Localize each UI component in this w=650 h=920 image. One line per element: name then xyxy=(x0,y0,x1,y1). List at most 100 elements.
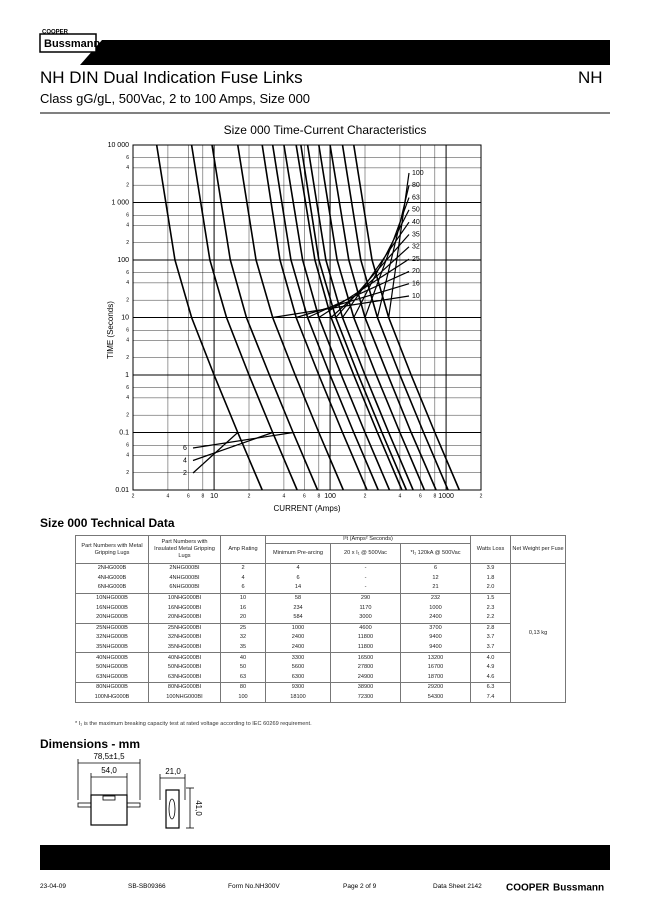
table-cell: 1000 xyxy=(265,623,331,634)
title: NH DIN Dual Indication Fuse Links xyxy=(40,68,303,87)
table-cell: 10NHG000B xyxy=(75,593,149,604)
x-tick-label: 10 xyxy=(210,493,218,500)
leader-line xyxy=(335,234,410,318)
table-cell: 100NHG000B xyxy=(75,692,149,704)
table-cell: 7.4 xyxy=(470,692,512,704)
table-cell: 14 xyxy=(265,583,331,594)
data-table: Part Numbers with Metal Gripping Lugs Par… xyxy=(75,535,567,704)
leader-line xyxy=(388,172,410,318)
curve-label: 6 xyxy=(183,445,187,452)
table-cell: 58 xyxy=(265,593,331,604)
table-cell: 25NHG000BI xyxy=(148,623,221,634)
footer-item: Page 2 of 9 xyxy=(343,883,377,890)
y-tick-label: 6 xyxy=(126,270,129,276)
fuse-curve xyxy=(261,144,368,491)
footer-item: SB-SB09366 xyxy=(128,883,166,890)
table-cell: 27800 xyxy=(330,662,401,673)
y-axis-label: TIME (Seconds) xyxy=(106,301,115,359)
table-cell: 3.7 xyxy=(470,633,512,643)
table-cell: 2.0 xyxy=(470,583,512,594)
chart: Size 000 Time-Current Characteristics CU… xyxy=(106,123,483,513)
table-cell: 63NHG000BI xyxy=(148,672,221,684)
y-tick-label: 6 xyxy=(126,385,129,391)
fuse-curve xyxy=(155,144,263,491)
column-header: Part Numbers with Insulated Metal Grippi… xyxy=(148,535,221,564)
dimension-label: 78,5±1,5 xyxy=(93,752,125,761)
y-tick-label: 6 xyxy=(126,155,129,161)
curve-label: 10 xyxy=(412,293,420,300)
table-row: 40NHG000B 40NHG000BI 40 3300 16500 13200 4.0 xyxy=(75,652,566,663)
curve-label: 50 xyxy=(412,207,420,214)
y-tick-label: 0.01 xyxy=(115,487,129,494)
footnote: * I₁ is the maximum breaking capacity te… xyxy=(75,721,312,727)
table-cell: 13200 xyxy=(399,652,472,663)
y-tick-label: 4 xyxy=(126,223,129,229)
leader-line xyxy=(353,209,410,318)
y-tick-label: 2 xyxy=(126,470,129,476)
logo-top: COOPER xyxy=(42,30,69,36)
table-cell: 10NHG000BI xyxy=(148,593,221,604)
table-cell: 21 xyxy=(399,583,472,594)
fuse-curve xyxy=(295,144,403,491)
footer-logo: Bussmann xyxy=(553,883,604,894)
table-cell: 29200 xyxy=(399,682,472,693)
table-row: 80NHG000B 80NHG000BI 80 9300 38900 29200 6.3 xyxy=(75,682,566,693)
table-title: Size 000 Technical Data xyxy=(40,516,175,530)
table-cell: 50 xyxy=(220,662,266,673)
x-tick-label: 4 xyxy=(283,493,286,499)
table-cell: 35NHG000B xyxy=(75,642,149,654)
x-tick-label: 4 xyxy=(399,493,402,499)
table-cell: 1000 xyxy=(399,603,472,613)
table-cell: 5600 xyxy=(265,662,331,673)
table-row: 16NHG000B 16NHG000BI 16 234 1170 1000 2.3 xyxy=(75,603,566,613)
x-tick-label: 2 xyxy=(364,493,367,499)
table-cell: 4 xyxy=(220,573,266,584)
footer-item: Form No.NH300V xyxy=(228,883,280,890)
footer-bar xyxy=(40,845,610,870)
table-row: 10NHG000B 10NHG000BI 10 58 290 232 1.5 xyxy=(75,593,566,604)
y-tick-label: 10 000 xyxy=(108,142,130,149)
table-cell: 16500 xyxy=(330,652,401,663)
table-cell: 4NHG000BI xyxy=(148,573,221,584)
y-tick-label: 4 xyxy=(126,395,129,401)
fuse-curve xyxy=(271,144,379,491)
table-cell: 2400 xyxy=(265,633,331,643)
table-cell: 50NHG000B xyxy=(75,662,149,673)
dimension-drawing xyxy=(77,759,194,829)
y-tick-label: 1 000 xyxy=(111,199,129,206)
group-header: I²t (Amps² Seconds) xyxy=(264,535,472,544)
table-cell: 16NHG000B xyxy=(75,603,149,613)
curve-label: 25 xyxy=(412,256,420,263)
x-tick-label: 1000 xyxy=(438,493,454,500)
table-cell: 6NHG000B xyxy=(75,583,149,594)
table-cell: 2.8 xyxy=(470,623,512,634)
table-row: 50NHG000B 50NHG000BI 50 5600 27800 16700 4.9 xyxy=(75,662,566,673)
y-tick-label: 0.1 xyxy=(119,429,129,436)
table-cell: 20NHG000B xyxy=(75,612,149,624)
table-cell: 35NHG000BI xyxy=(148,642,221,654)
table-cell: 6300 xyxy=(265,672,331,684)
y-tick-label: 6 xyxy=(126,443,129,449)
column-header: *I₁ 120kA @ 500Vac xyxy=(399,543,472,564)
table-cell: - xyxy=(330,573,401,584)
table-row: 4NHG000B 4NHG000BI 4 6-12 1.8 xyxy=(75,573,566,584)
logo: Bussmann xyxy=(44,38,101,50)
table-cell: 2400 xyxy=(265,642,331,654)
fuse-curve xyxy=(352,144,461,491)
curve-label: 16 xyxy=(412,281,420,288)
table-cell: 1.5 xyxy=(470,593,512,604)
table-cell: 35 xyxy=(220,642,266,654)
x-tick-label: 100 xyxy=(324,493,336,500)
fuse-curve xyxy=(341,144,449,491)
table-row: 25NHG000B 25NHG000BI 25 1000 4600 3700 2.8 xyxy=(75,623,566,634)
x-axis-label: CURRENT (Amps) xyxy=(274,504,341,513)
table-cell: 54300 xyxy=(399,692,472,704)
footer-item: 23-04-09 xyxy=(40,883,67,890)
x-tick-label: 6 xyxy=(419,493,422,499)
table-cell: - xyxy=(330,563,401,574)
column-header: Minimum Pre-arcing xyxy=(265,543,331,564)
table-cell: 40 xyxy=(220,652,266,663)
table-cell: 32NHG000B xyxy=(75,633,149,643)
table-cell: 2400 xyxy=(399,612,472,624)
